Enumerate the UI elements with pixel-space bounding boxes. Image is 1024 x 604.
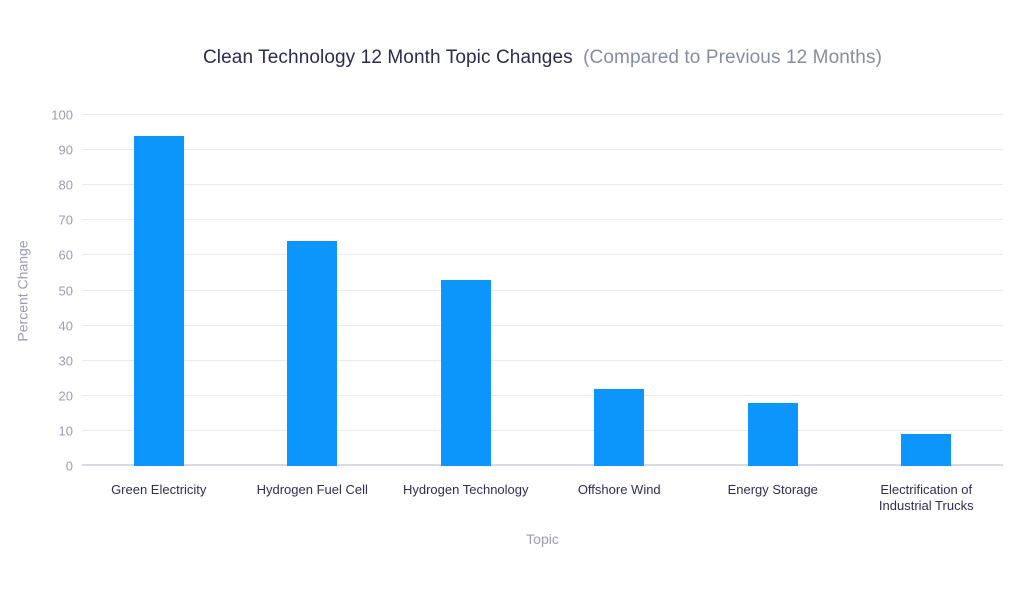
y-tick-label-20: 20 <box>58 388 73 404</box>
y-tick-label-50: 50 <box>58 283 73 298</box>
x-category-label-offshore-wind: Offshore Wind <box>577 482 661 497</box>
gridline-70 <box>82 219 1003 221</box>
y-tick-label-70: 70 <box>58 212 73 228</box>
gridline-20 <box>82 394 1003 396</box>
chart-title-main: Clean Technology 12 Month Topic Changes <box>202 47 573 68</box>
x-axis-baseline <box>82 464 1003 466</box>
x-category-label-hydrogen-technology: Hydrogen Technology <box>402 482 529 497</box>
y-tick-label-40: 40 <box>58 318 73 334</box>
y-axis-title-text: Percent Change <box>15 239 31 342</box>
x-category-label-hydrogen-fuel-cell: Hydrogen Fuel Cell <box>256 482 368 497</box>
y-tick-label-80: 80 <box>58 177 73 193</box>
gridline-30 <box>82 359 1003 361</box>
x-axis-title: Topic <box>526 531 559 547</box>
y-tick-label-100: 100 <box>51 107 73 123</box>
x-category-label-electrification-of-industrial-trucks: Electrification of Industrial Trucks <box>878 482 974 513</box>
bar-energy-storage <box>747 402 798 466</box>
y-tick-label-0: 0 <box>65 458 73 474</box>
y-tick-label-60: 60 <box>58 247 73 263</box>
bar-green-electricity <box>133 136 184 466</box>
gridline-50 <box>82 289 1003 291</box>
bar-hydrogen-technology <box>440 279 491 466</box>
gridline-40 <box>82 324 1003 326</box>
gridline-60 <box>82 254 1003 256</box>
y-tick-label-90: 90 <box>58 142 73 158</box>
y-tick-label-30: 30 <box>58 353 73 369</box>
gridline-80 <box>82 184 1003 186</box>
gridline-90 <box>82 149 1003 151</box>
x-axis-category-labels: Green Electricity Hydrogen Fuel Cell Hydro… <box>82 482 1003 513</box>
gridline-10 <box>82 429 1003 431</box>
y-axis-title: Percent Change <box>14 115 32 466</box>
gridline-100 <box>82 114 1003 115</box>
bar-hydrogen-fuel-cell <box>287 241 338 466</box>
x-category-label-energy-storage: Energy Storage <box>727 482 818 497</box>
chart-title: Clean Technology 12 Month Topic Changes … <box>82 47 1003 69</box>
x-category-label-green-electricity: Green Electricity <box>111 482 207 497</box>
bar-offshore-wind <box>594 388 645 466</box>
bar-electrification-of-industrial-trucks <box>901 434 952 466</box>
y-tick-label-10: 10 <box>58 423 73 439</box>
chart-title-subtitle: (Compared to Previous 12 Months) <box>583 47 882 68</box>
plot-area: 0 10 20 30 40 50 60 70 80 90 100 Green Electricity… <box>51 108 1003 513</box>
